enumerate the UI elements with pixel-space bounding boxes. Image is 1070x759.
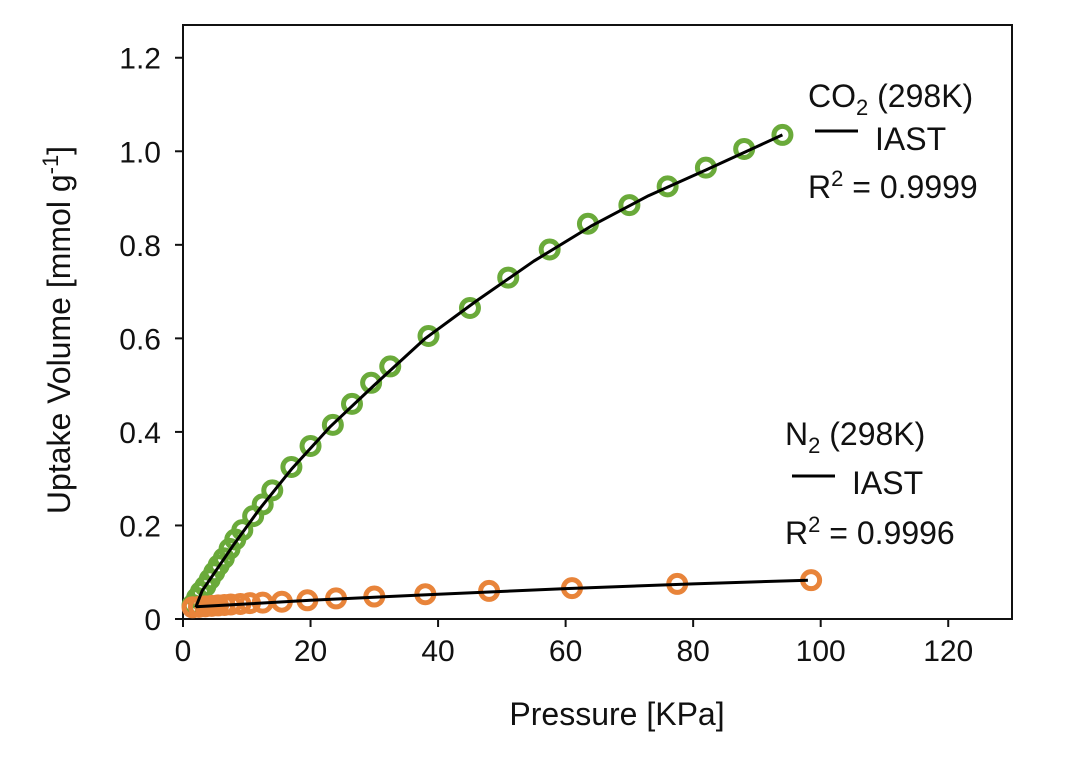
data-point	[656, 175, 679, 198]
y-tick-label: 0.8	[119, 230, 161, 263]
x-tick-label: 20	[294, 635, 327, 668]
fit-line-n2	[195, 578, 808, 609]
x-tick-label: 120	[923, 635, 973, 668]
x-axis-ticks: 0 20 40 60 80 100 120	[175, 619, 973, 668]
data-point	[417, 325, 440, 348]
data-point	[340, 392, 363, 415]
fit-line-co2	[194, 133, 784, 608]
y-tick-label: 0.2	[119, 510, 161, 543]
legend-co2-fit-label: IAST	[875, 121, 946, 157]
y-axis-ticks: 0 0.2 0.4 0.6 0.8 1.0 1.2	[119, 43, 183, 637]
y-tick-label: 0	[144, 604, 161, 637]
data-point	[538, 238, 561, 261]
y-axis-label: Uptake Volume [mmol g-1]	[38, 146, 77, 514]
y-tick-label: 0.4	[119, 417, 161, 450]
series-layer	[181, 123, 823, 619]
series-n2	[181, 569, 823, 619]
x-tick-label: 40	[421, 635, 454, 668]
legend-n2: N2 (298K) IAST R2 = 0.9996	[785, 416, 955, 551]
data-point	[458, 296, 481, 319]
data-point	[299, 434, 322, 457]
data-point	[618, 194, 641, 217]
series-co2	[181, 123, 794, 616]
data-point	[261, 479, 284, 502]
data-point	[771, 123, 794, 146]
legend-co2-r2: R2 = 0.9999	[808, 166, 978, 205]
data-point	[251, 493, 274, 516]
x-tick-label: 60	[549, 635, 582, 668]
y-tick-label: 0.6	[119, 323, 161, 356]
legend-co2: CO2 (298K) IAST R2 = 0.9999	[808, 78, 978, 205]
fit-layer	[194, 133, 808, 609]
y-tick-label: 1.2	[119, 43, 161, 76]
data-point	[280, 455, 303, 478]
x-tick-label: 80	[676, 635, 709, 668]
legend-n2-title: N2 (298K)	[785, 416, 925, 458]
data-point	[360, 371, 383, 394]
x-axis-label: Pressure [KPa]	[509, 696, 724, 732]
data-point	[231, 519, 254, 542]
x-tick-label: 100	[796, 635, 846, 668]
plot-frame	[182, 24, 1013, 620]
data-point	[379, 355, 402, 378]
legend-co2-title: CO2 (298K)	[808, 78, 973, 120]
legend-n2-r2: R2 = 0.9996	[785, 512, 955, 551]
data-point	[497, 266, 520, 289]
data-point	[321, 413, 344, 436]
y-tick-label: 1.0	[119, 136, 161, 169]
x-tick-label: 0	[175, 635, 192, 668]
legend-n2-fit-label: IAST	[852, 465, 923, 501]
